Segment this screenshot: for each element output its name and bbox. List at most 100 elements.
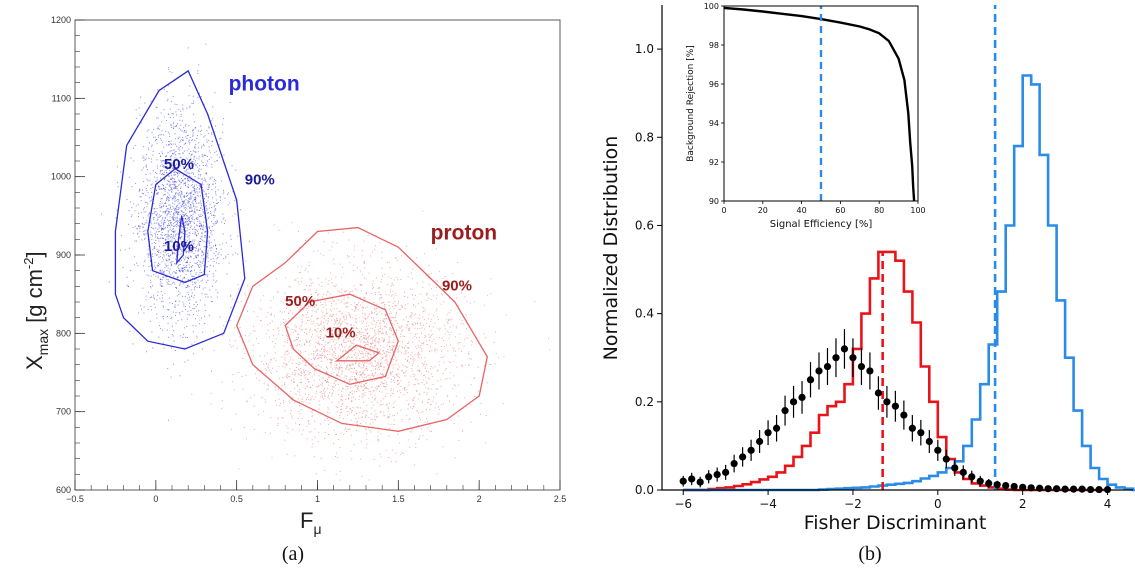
scatter-point (365, 293, 367, 295)
scatter-point (211, 214, 213, 216)
scatter-point (186, 191, 188, 193)
scatter-point (415, 294, 416, 296)
scatter-point (183, 201, 185, 203)
scatter-point (374, 373, 376, 375)
scatter-point (165, 130, 167, 132)
scatter-point (183, 305, 185, 307)
scatter-point (380, 363, 382, 365)
scatter-point (428, 318, 429, 320)
scatter-point (192, 102, 194, 104)
scatter-point (183, 205, 185, 207)
scatter-point (185, 195, 187, 197)
scatter-point (425, 340, 427, 342)
scatter-point (385, 358, 387, 360)
scatter-point (166, 208, 168, 210)
scatter-point (333, 285, 335, 287)
scatter-point (341, 390, 343, 392)
data-point (874, 389, 883, 397)
red-histogram (683, 250, 1108, 492)
scatter-point (335, 455, 336, 457)
scatter-point (410, 312, 412, 314)
scatter-point (319, 336, 321, 338)
scatter-point (368, 352, 370, 354)
scatter-point (190, 310, 192, 312)
scatter-point (474, 301, 475, 303)
scatter-point (440, 378, 442, 380)
scatter-point (364, 416, 366, 418)
scatter-point (361, 412, 363, 414)
scatter-point (146, 351, 148, 353)
scatter-point (331, 305, 333, 307)
scatter-point (459, 281, 461, 283)
scatter-point (142, 223, 144, 225)
scatter-point (293, 381, 295, 383)
scatter-point (215, 289, 217, 291)
scatter-point (161, 130, 163, 132)
scatter-point (186, 326, 188, 327)
scatter-point (453, 375, 455, 377)
scatter-point (383, 411, 385, 413)
scatter-point (381, 337, 383, 339)
scatter-point (168, 223, 169, 225)
scatter-point (385, 388, 387, 390)
scatter-point (433, 396, 435, 398)
scatter-point (184, 257, 186, 259)
scatter-point (183, 216, 185, 218)
scatter-point (360, 344, 362, 346)
scatter-point (163, 255, 165, 257)
scatter-point (405, 353, 407, 355)
scatter-point (164, 202, 166, 204)
scatter-point (387, 301, 389, 303)
scatter-point (355, 378, 357, 380)
scatter-point (411, 370, 413, 372)
scatter-point (292, 428, 294, 430)
scatter-point (204, 246, 206, 248)
scatter-point (306, 340, 308, 342)
scatter-point (158, 224, 160, 226)
scatter-point (154, 243, 156, 244)
scatter-point (272, 367, 274, 369)
scatter-point (357, 388, 359, 389)
scatter-point (314, 329, 316, 331)
scatter-point (390, 371, 391, 373)
scatter-point (193, 193, 195, 195)
scatter-point (318, 358, 320, 360)
scatter-point (231, 381, 233, 383)
scatter-point (334, 363, 336, 365)
scatter-point (177, 148, 179, 150)
scatter-point (207, 252, 208, 254)
scatter-point (199, 202, 201, 204)
scatter-point (193, 129, 195, 131)
scatter-point (191, 164, 193, 166)
scatter-point (370, 343, 372, 344)
scatter-point (299, 369, 301, 371)
scatter-point (156, 208, 158, 210)
scatter-point (309, 387, 311, 388)
scatter-point (216, 220, 218, 222)
scatter-point (181, 269, 183, 271)
scatter-point (214, 161, 216, 163)
scatter-point (358, 362, 360, 364)
scatter-point (367, 234, 369, 236)
scatter-point (412, 341, 414, 343)
scatter-point (389, 311, 391, 313)
scatter-point (341, 371, 343, 372)
scatter-point (320, 338, 321, 339)
scatter-point (173, 149, 175, 151)
data-point (781, 407, 789, 415)
scatter-point (316, 311, 317, 313)
scatter-point (300, 372, 302, 374)
scatter-point (339, 470, 341, 472)
scatter-point (147, 256, 149, 258)
scatter-point (179, 141, 181, 143)
scatter-point (398, 396, 400, 398)
scatter-point (150, 264, 152, 266)
scatter-point (313, 373, 315, 375)
scatter-point (380, 404, 382, 406)
scatter-point (355, 383, 357, 385)
scatter-point (232, 254, 234, 256)
scatter-point (160, 134, 162, 136)
scatter-point (184, 227, 186, 228)
scatter-point (335, 406, 337, 408)
scatter-point (389, 301, 391, 303)
